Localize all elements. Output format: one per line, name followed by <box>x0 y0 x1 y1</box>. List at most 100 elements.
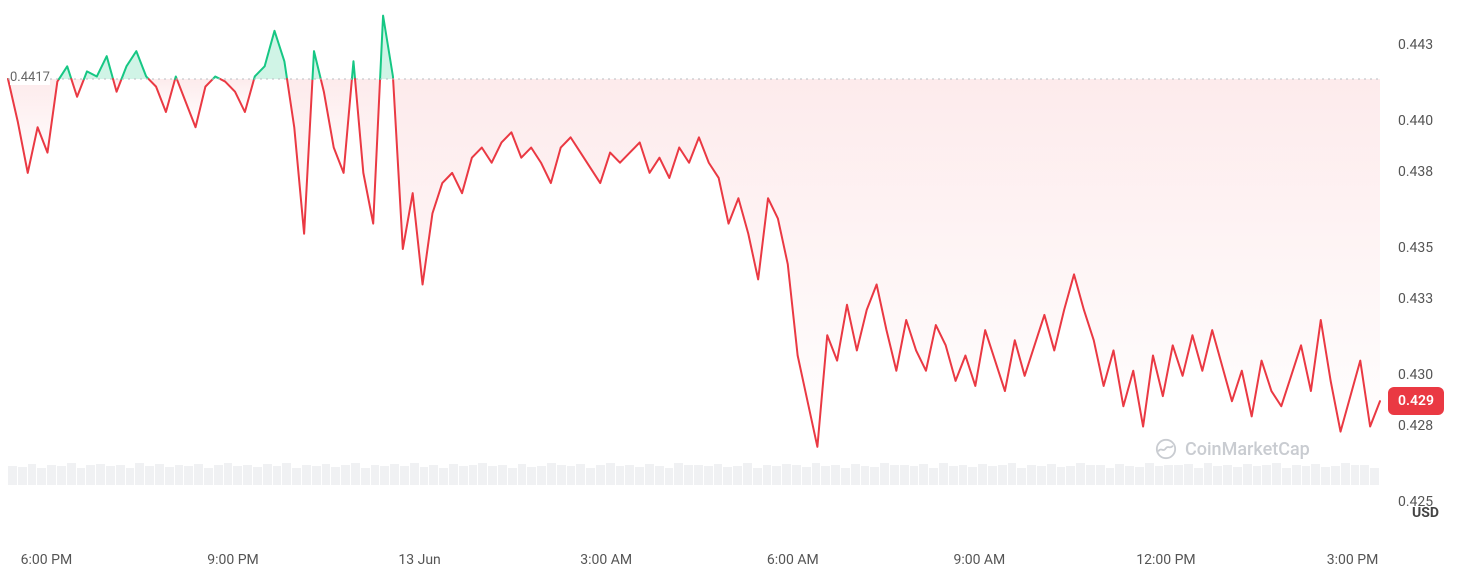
volume-bar <box>1351 465 1360 485</box>
watermark: CoinMarketCap <box>1155 438 1310 460</box>
volume-bar <box>135 463 144 485</box>
volume-bar <box>1076 463 1085 485</box>
x-tick-label: 13 Jun <box>398 552 440 568</box>
volume-bar <box>1047 464 1056 485</box>
volume-bar <box>635 467 644 485</box>
volume-bar <box>263 464 272 485</box>
volume-bar <box>792 465 801 485</box>
volume-bar <box>488 466 497 485</box>
volume-bar <box>959 465 968 485</box>
volume-bar <box>233 466 242 485</box>
volume-bar <box>1027 465 1036 485</box>
volume-bar <box>312 466 321 485</box>
y-tick-label: 0.435 <box>1398 240 1433 256</box>
volume-bar <box>498 465 507 485</box>
volume-bar <box>782 464 791 485</box>
volume-bar <box>890 465 899 485</box>
volume-bar <box>439 468 448 486</box>
volume-bar <box>1262 465 1271 485</box>
volume-bar <box>243 465 252 485</box>
volume-bar <box>596 465 605 485</box>
volume-bar <box>606 463 615 485</box>
volume-bar <box>1331 466 1340 485</box>
volume-bar <box>224 463 233 485</box>
volume-bar <box>351 463 360 485</box>
volume-bar <box>508 468 517 486</box>
volume-bar <box>870 467 879 485</box>
open-price-label: 0.4417 <box>10 70 50 85</box>
volume-bar <box>812 463 821 485</box>
last-price-badge: 0.429 <box>1388 387 1444 415</box>
volume-bar <box>429 465 438 485</box>
volume-bar <box>723 467 732 485</box>
volume-bar <box>1115 464 1124 485</box>
volume-bar <box>116 465 125 485</box>
volume-bar <box>645 464 654 485</box>
volume-bar <box>1057 467 1066 485</box>
volume-bar <box>469 465 478 485</box>
volume-bar <box>518 464 527 485</box>
volume-bar <box>880 463 889 485</box>
volume-bar <box>537 466 546 485</box>
volume-bar <box>714 464 723 485</box>
volume-bar <box>968 467 977 485</box>
currency-label: USD <box>1412 505 1439 521</box>
y-tick-label: 0.443 <box>1398 37 1433 53</box>
volume-bar <box>949 466 958 485</box>
volume-bar <box>184 466 193 485</box>
volume-bar <box>684 465 693 485</box>
volume-bar <box>998 465 1007 485</box>
volume-bar <box>214 465 223 485</box>
volume-bar <box>204 468 213 486</box>
volume-bar <box>919 464 928 485</box>
volume-bar <box>37 468 46 486</box>
volume-bar <box>527 467 536 485</box>
price-chart[interactable]: 0.4430.4400.4380.4350.4330.4300.4280.425… <box>0 0 1460 582</box>
volume-bar <box>694 465 703 485</box>
volume-bar <box>1223 465 1232 485</box>
volume-bar <box>96 464 105 485</box>
volume-bar <box>910 466 919 485</box>
volume-bar <box>861 466 870 485</box>
volume-bar <box>1125 466 1134 485</box>
volume-bar <box>1311 464 1320 485</box>
volume-bar <box>390 464 399 485</box>
y-tick-label: 0.433 <box>1398 291 1433 307</box>
volume-bar <box>1135 467 1144 485</box>
volume-bar <box>155 464 164 485</box>
volume-bar <box>478 463 487 485</box>
volume-bar <box>420 467 429 485</box>
volume-bar <box>165 467 174 485</box>
volume-bar <box>743 463 752 485</box>
watermark-text: CoinMarketCap <box>1185 439 1310 460</box>
volume-bar <box>1360 465 1369 485</box>
volume-bar <box>400 466 409 485</box>
volume-bar <box>322 464 331 485</box>
volume-bar <box>1086 465 1095 485</box>
x-tick-label: 9:00 AM <box>953 552 1005 568</box>
volume-bar <box>802 467 811 485</box>
volume-bar <box>194 464 203 485</box>
volume-bar <box>67 463 76 485</box>
volume-bar <box>341 465 350 485</box>
volume-bar <box>77 468 86 486</box>
volume-bar <box>145 466 154 485</box>
volume-bar <box>1008 463 1017 485</box>
volume-bar <box>1037 466 1046 485</box>
volume-bar <box>380 466 389 485</box>
volume-bar <box>1292 465 1301 485</box>
volume-bar <box>1184 464 1193 485</box>
volume-bar <box>253 467 262 485</box>
volume-bar <box>292 468 301 486</box>
volume-bar <box>1017 468 1026 486</box>
volume-bar <box>1204 463 1213 485</box>
y-tick-label: 0.430 <box>1398 367 1433 383</box>
y-tick-label: 0.440 <box>1398 113 1433 129</box>
volume-bar <box>126 468 135 486</box>
volume-bar <box>821 466 830 485</box>
volume-bar <box>900 465 909 485</box>
x-tick-label: 12:00 PM <box>1136 552 1195 568</box>
x-tick-label: 3:00 AM <box>580 552 632 568</box>
volume-bar <box>988 466 997 485</box>
volume-bar <box>586 468 595 486</box>
